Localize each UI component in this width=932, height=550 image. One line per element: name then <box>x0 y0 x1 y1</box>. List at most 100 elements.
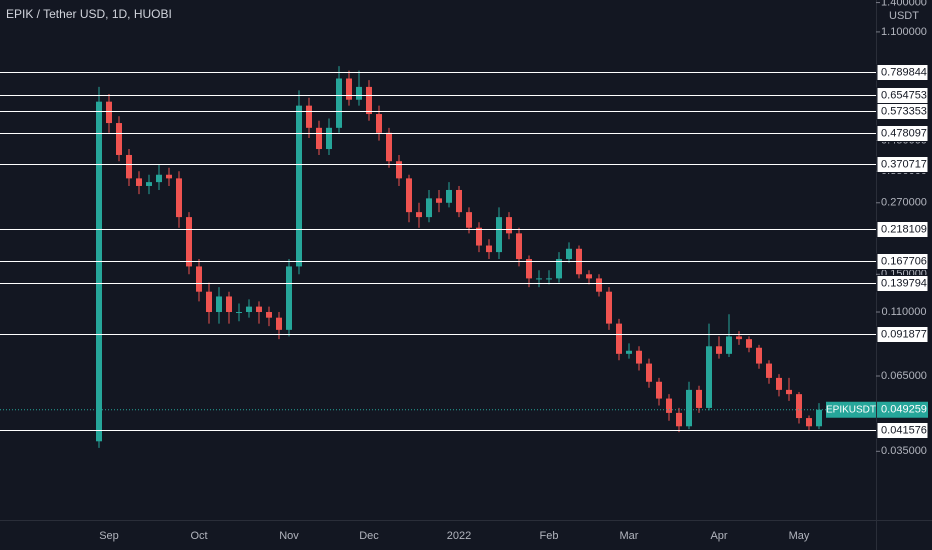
candle-body <box>516 233 522 260</box>
x-tick-label: Feb <box>540 530 559 542</box>
candle-body <box>166 174 172 179</box>
candle-body <box>766 363 772 378</box>
candle-body <box>256 306 262 313</box>
x-tick-label: Oct <box>190 530 207 542</box>
x-tick-label: Apr <box>710 530 727 542</box>
candle-body <box>616 323 622 354</box>
candle-body <box>796 394 802 419</box>
candle-body <box>426 198 432 218</box>
y-tick-label: 0.035000 <box>881 445 927 457</box>
candle-body <box>136 178 142 186</box>
candle-body <box>146 182 152 186</box>
candle-body <box>326 127 332 150</box>
last-price-name: EPIKUSDT <box>826 404 876 415</box>
candle-body <box>456 189 462 213</box>
level-label-box <box>876 253 929 270</box>
candle-body <box>816 409 822 427</box>
candle-body <box>126 154 132 179</box>
candle-body <box>386 132 392 162</box>
x-tick-label: Mar <box>620 530 639 542</box>
candle-body <box>416 212 422 218</box>
candle-body <box>246 306 252 313</box>
y-tick-label: 1.100000 <box>881 26 927 38</box>
currency-label: USDT <box>889 10 919 22</box>
candle-body <box>466 212 472 228</box>
candle-body <box>276 317 282 330</box>
x-tick-label: Sep <box>99 530 119 542</box>
candle-body <box>736 336 742 340</box>
level-label-box <box>876 326 929 343</box>
candle-body <box>306 105 312 128</box>
level-label: 0.654753 <box>881 89 927 101</box>
chart-title: EPIK / Tether USD, 1D, HUOBI <box>6 7 172 21</box>
y-tick-label: 1.400000 <box>881 0 927 8</box>
candle-body <box>116 123 122 155</box>
level-label-box <box>876 64 929 81</box>
level-label: 0.478097 <box>881 127 927 139</box>
candle-body <box>366 86 372 115</box>
candle-body <box>476 227 482 246</box>
candle-body <box>446 189 452 203</box>
candle-body <box>486 245 492 253</box>
candle-body <box>596 278 602 292</box>
level-label-box <box>876 156 929 173</box>
candle-body <box>676 412 682 427</box>
candle-body <box>756 347 762 364</box>
candle-body <box>346 78 352 100</box>
level-label-box <box>876 275 929 292</box>
last-price-label: 0.049259 <box>881 404 927 416</box>
candle-body <box>626 350 632 354</box>
candle-body <box>436 198 442 203</box>
candle-body <box>376 114 382 133</box>
candle-body <box>356 86 362 100</box>
level-label-box <box>876 103 929 120</box>
candle-body <box>336 78 342 128</box>
x-tick-label: Nov <box>279 530 299 542</box>
x-tick-label: Dec <box>359 530 379 542</box>
candle-body <box>176 178 182 218</box>
level-label-box <box>876 221 929 238</box>
y-tick-label: 0.110000 <box>881 306 926 318</box>
candle-body <box>636 350 642 364</box>
candle-body <box>586 274 592 279</box>
level-label: 0.139794 <box>881 277 927 289</box>
x-tick-label: 2022 <box>447 530 471 542</box>
level-label-box <box>876 125 929 142</box>
candle-body <box>206 291 212 313</box>
candle-body <box>396 161 402 179</box>
candle-body <box>156 174 162 183</box>
candle-body <box>646 363 652 382</box>
candle-body <box>96 101 102 442</box>
level-label: 0.218109 <box>881 223 927 235</box>
candle-body <box>226 296 232 313</box>
candle-body <box>556 259 562 279</box>
level-label: 0.573353 <box>881 105 927 117</box>
candle-body <box>656 381 662 399</box>
level-label: 0.041576 <box>881 424 927 436</box>
candle-body <box>546 278 552 280</box>
y-tick-label: 0.065000 <box>881 370 927 382</box>
last-price-name-box <box>826 401 876 418</box>
candle-body <box>106 101 112 124</box>
candle-body <box>606 291 612 324</box>
candle-body <box>806 418 812 427</box>
y-tick-label: 0.270000 <box>881 197 927 209</box>
candle-body <box>296 105 302 267</box>
candle-body <box>716 346 722 354</box>
candle-body <box>316 127 322 150</box>
candle-body <box>726 336 732 354</box>
candle-body <box>526 259 532 279</box>
candle-body <box>776 377 782 390</box>
candle-body <box>266 312 272 318</box>
candle-body <box>216 296 222 313</box>
level-label: 0.370717 <box>881 158 927 170</box>
candle-body <box>696 389 702 408</box>
level-label-box <box>876 422 929 439</box>
x-tick-label: May <box>789 530 810 542</box>
last-price-box <box>877 401 928 418</box>
level-label: 0.167706 <box>881 255 927 267</box>
candle-body <box>186 217 192 267</box>
candle-body <box>496 217 502 253</box>
candle-body <box>746 339 752 348</box>
candle-body <box>506 217 512 234</box>
